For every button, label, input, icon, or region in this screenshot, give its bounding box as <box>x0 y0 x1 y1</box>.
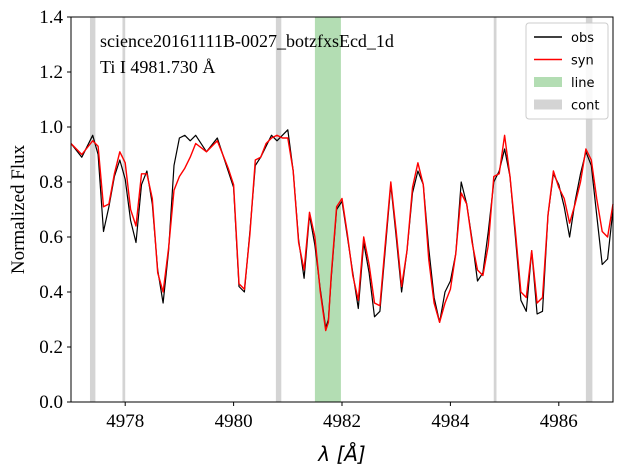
cont-region-0 <box>89 17 96 402</box>
y-axis-label: Normalized Flux <box>8 144 29 274</box>
cont-region-1 <box>122 17 126 402</box>
x-tick-label: 4980 <box>215 411 253 432</box>
x-tick-label: 4986 <box>540 411 578 432</box>
legend-swatch-line <box>534 77 562 87</box>
legend-label-cont: cont <box>571 99 599 114</box>
y-tick-label: 0.4 <box>39 282 63 303</box>
series-layer <box>70 129 614 332</box>
y-tick-label: 0.8 <box>39 172 63 193</box>
series-line-obs <box>70 129 614 329</box>
annotation-spectrum-id: science20161111B-0027_botzfxsEcd_1d <box>100 31 394 51</box>
x-tick-label: 4984 <box>431 411 470 432</box>
cont-region-4 <box>585 17 593 402</box>
y-tick-label: 1.4 <box>39 7 63 28</box>
legend-label-line: line <box>571 76 594 91</box>
legend-label-syn: syn <box>571 54 594 69</box>
x-axis-label: λ [Å] <box>317 442 365 466</box>
x-tick-label: 4982 <box>323 411 361 432</box>
legend-box <box>525 22 609 120</box>
x-tick-label: 4978 <box>106 411 144 432</box>
legend-label-obs: obs <box>571 31 594 46</box>
series-line-syn <box>70 134 614 332</box>
legend-swatch-cont <box>534 99 562 110</box>
cont-region-2 <box>275 17 282 402</box>
axis-ticks: 4978 4980 4982 4984 4986 0.0 0.2 0.4 0.6 0.8 1.0 1.… <box>39 7 578 432</box>
cont-region-3 <box>493 17 497 402</box>
y-tick-label: 0.2 <box>39 337 63 358</box>
y-tick-label: 0.6 <box>39 227 63 248</box>
y-tick-label: 1.0 <box>39 117 63 138</box>
y-tick-label: 0.0 <box>39 392 63 413</box>
annotation-line-id: Ti I 4981.730 Å <box>100 57 215 77</box>
y-tick-label: 1.2 <box>39 62 63 83</box>
legend: obs syn line cont <box>525 22 609 120</box>
